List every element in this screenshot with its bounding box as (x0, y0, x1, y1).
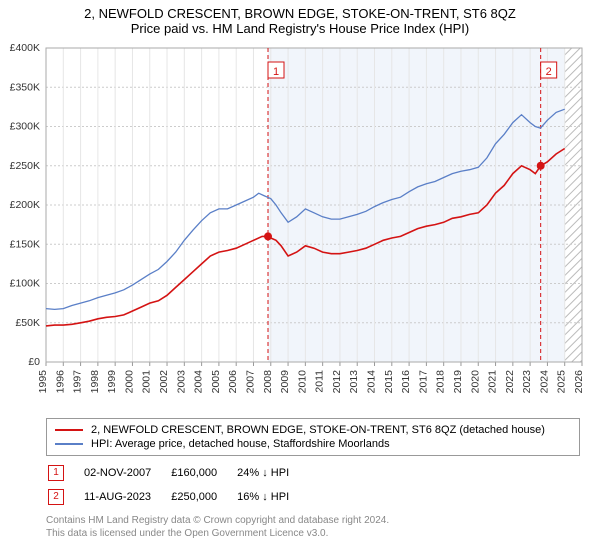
sale-markers-table: 1 02-NOV-2007£160,00024% ↓ HPI 2 11-AUG-202… (46, 460, 309, 510)
legend-swatch (55, 429, 83, 431)
marker-date: 11-AUG-2023 (84, 486, 169, 508)
sale-marker-number: 2 (546, 66, 552, 78)
x-tick-label: 2004 (193, 370, 205, 394)
x-tick-label: 2008 (262, 370, 274, 394)
x-tick-label: 2003 (175, 370, 187, 394)
x-tick-label: 2014 (366, 370, 378, 394)
x-tick-label: 2002 (158, 370, 170, 394)
x-tick-label: 2025 (556, 370, 568, 394)
x-tick-label: 2007 (244, 370, 256, 394)
x-tick-label: 2019 (452, 370, 464, 394)
x-tick-label: 2022 (504, 370, 516, 394)
marker-number-box: 1 (48, 465, 64, 481)
y-tick-label: £200K (10, 199, 40, 211)
x-tick-label: 2009 (279, 370, 291, 394)
x-tick-label: 2013 (348, 370, 360, 394)
footer-line1: Contains HM Land Registry data © Crown c… (46, 514, 580, 527)
x-tick-label: 2023 (521, 370, 533, 394)
sale-marker-dot (264, 232, 272, 240)
chart-subtitle: Price paid vs. HM Land Registry's House … (0, 21, 600, 42)
legend-swatch (55, 443, 83, 445)
x-tick-label: 2018 (435, 370, 447, 394)
footer-line2: This data is licensed under the Open Gov… (46, 527, 580, 540)
legend-label: 2, NEWFOLD CRESCENT, BROWN EDGE, STOKE-O… (91, 424, 545, 436)
x-tick-label: 2001 (141, 370, 153, 394)
x-tick-label: 1997 (72, 370, 84, 394)
x-tick-label: 2024 (538, 370, 550, 394)
marker-row: 2 11-AUG-2023£250,00016% ↓ HPI (48, 486, 307, 508)
footer-attribution: Contains HM Land Registry data © Crown c… (46, 514, 580, 540)
y-tick-label: £400K (10, 42, 40, 54)
chart-svg: £0 £50K £100K £150K £200K £250K £300K £350K £400… (0, 42, 600, 412)
y-tick-label: £350K (10, 81, 40, 93)
x-tick-label: 1996 (54, 370, 66, 394)
x-tick-label: 2016 (400, 370, 412, 394)
y-tick-label: £0 (28, 356, 40, 368)
y-tick-label: £50K (15, 317, 40, 329)
marker-price: £250,000 (171, 486, 235, 508)
x-tick-label: 1995 (37, 370, 49, 394)
y-tick-label: £250K (10, 160, 40, 172)
x-tick-label: 2015 (383, 370, 395, 394)
x-tick-label: 2000 (123, 370, 135, 394)
marker-price: £160,000 (171, 462, 235, 484)
marker-row: 1 02-NOV-2007£160,00024% ↓ HPI (48, 462, 307, 484)
x-tick-label: 2020 (469, 370, 481, 394)
y-tick-label: £100K (10, 278, 40, 290)
legend-row: HPI: Average price, detached house, Staf… (55, 437, 571, 451)
x-tick-label: 2012 (331, 370, 343, 394)
legend-row: 2, NEWFOLD CRESCENT, BROWN EDGE, STOKE-O… (55, 423, 571, 437)
x-tick-label: 2026 (573, 370, 585, 394)
x-tick-label: 1998 (89, 370, 101, 394)
shaded-region (268, 48, 565, 362)
legend-label: HPI: Average price, detached house, Staf… (91, 438, 390, 450)
legend: 2, NEWFOLD CRESCENT, BROWN EDGE, STOKE-O… (46, 418, 580, 456)
chart-title: 2, NEWFOLD CRESCENT, BROWN EDGE, STOKE-O… (0, 0, 600, 21)
chart-area: £0 £50K £100K £150K £200K £250K £300K £350K £400… (0, 42, 600, 412)
marker-delta: 24% ↓ HPI (237, 462, 307, 484)
x-tick-label: 2011 (314, 370, 326, 393)
x-tick-label: 2010 (296, 370, 308, 394)
x-tick-label: 2006 (227, 370, 239, 394)
marker-delta: 16% ↓ HPI (237, 486, 307, 508)
sale-marker-dot (537, 162, 545, 170)
y-tick-label: £300K (10, 121, 40, 133)
x-tick-label: 2021 (487, 370, 499, 394)
marker-number-box: 2 (48, 489, 64, 505)
x-tick-label: 2017 (417, 370, 429, 394)
marker-date: 02-NOV-2007 (84, 462, 169, 484)
y-tick-label: £150K (10, 238, 40, 250)
x-tick-label: 1999 (106, 370, 118, 394)
x-tick-label: 2005 (210, 370, 222, 394)
sale-marker-number: 1 (273, 66, 279, 78)
